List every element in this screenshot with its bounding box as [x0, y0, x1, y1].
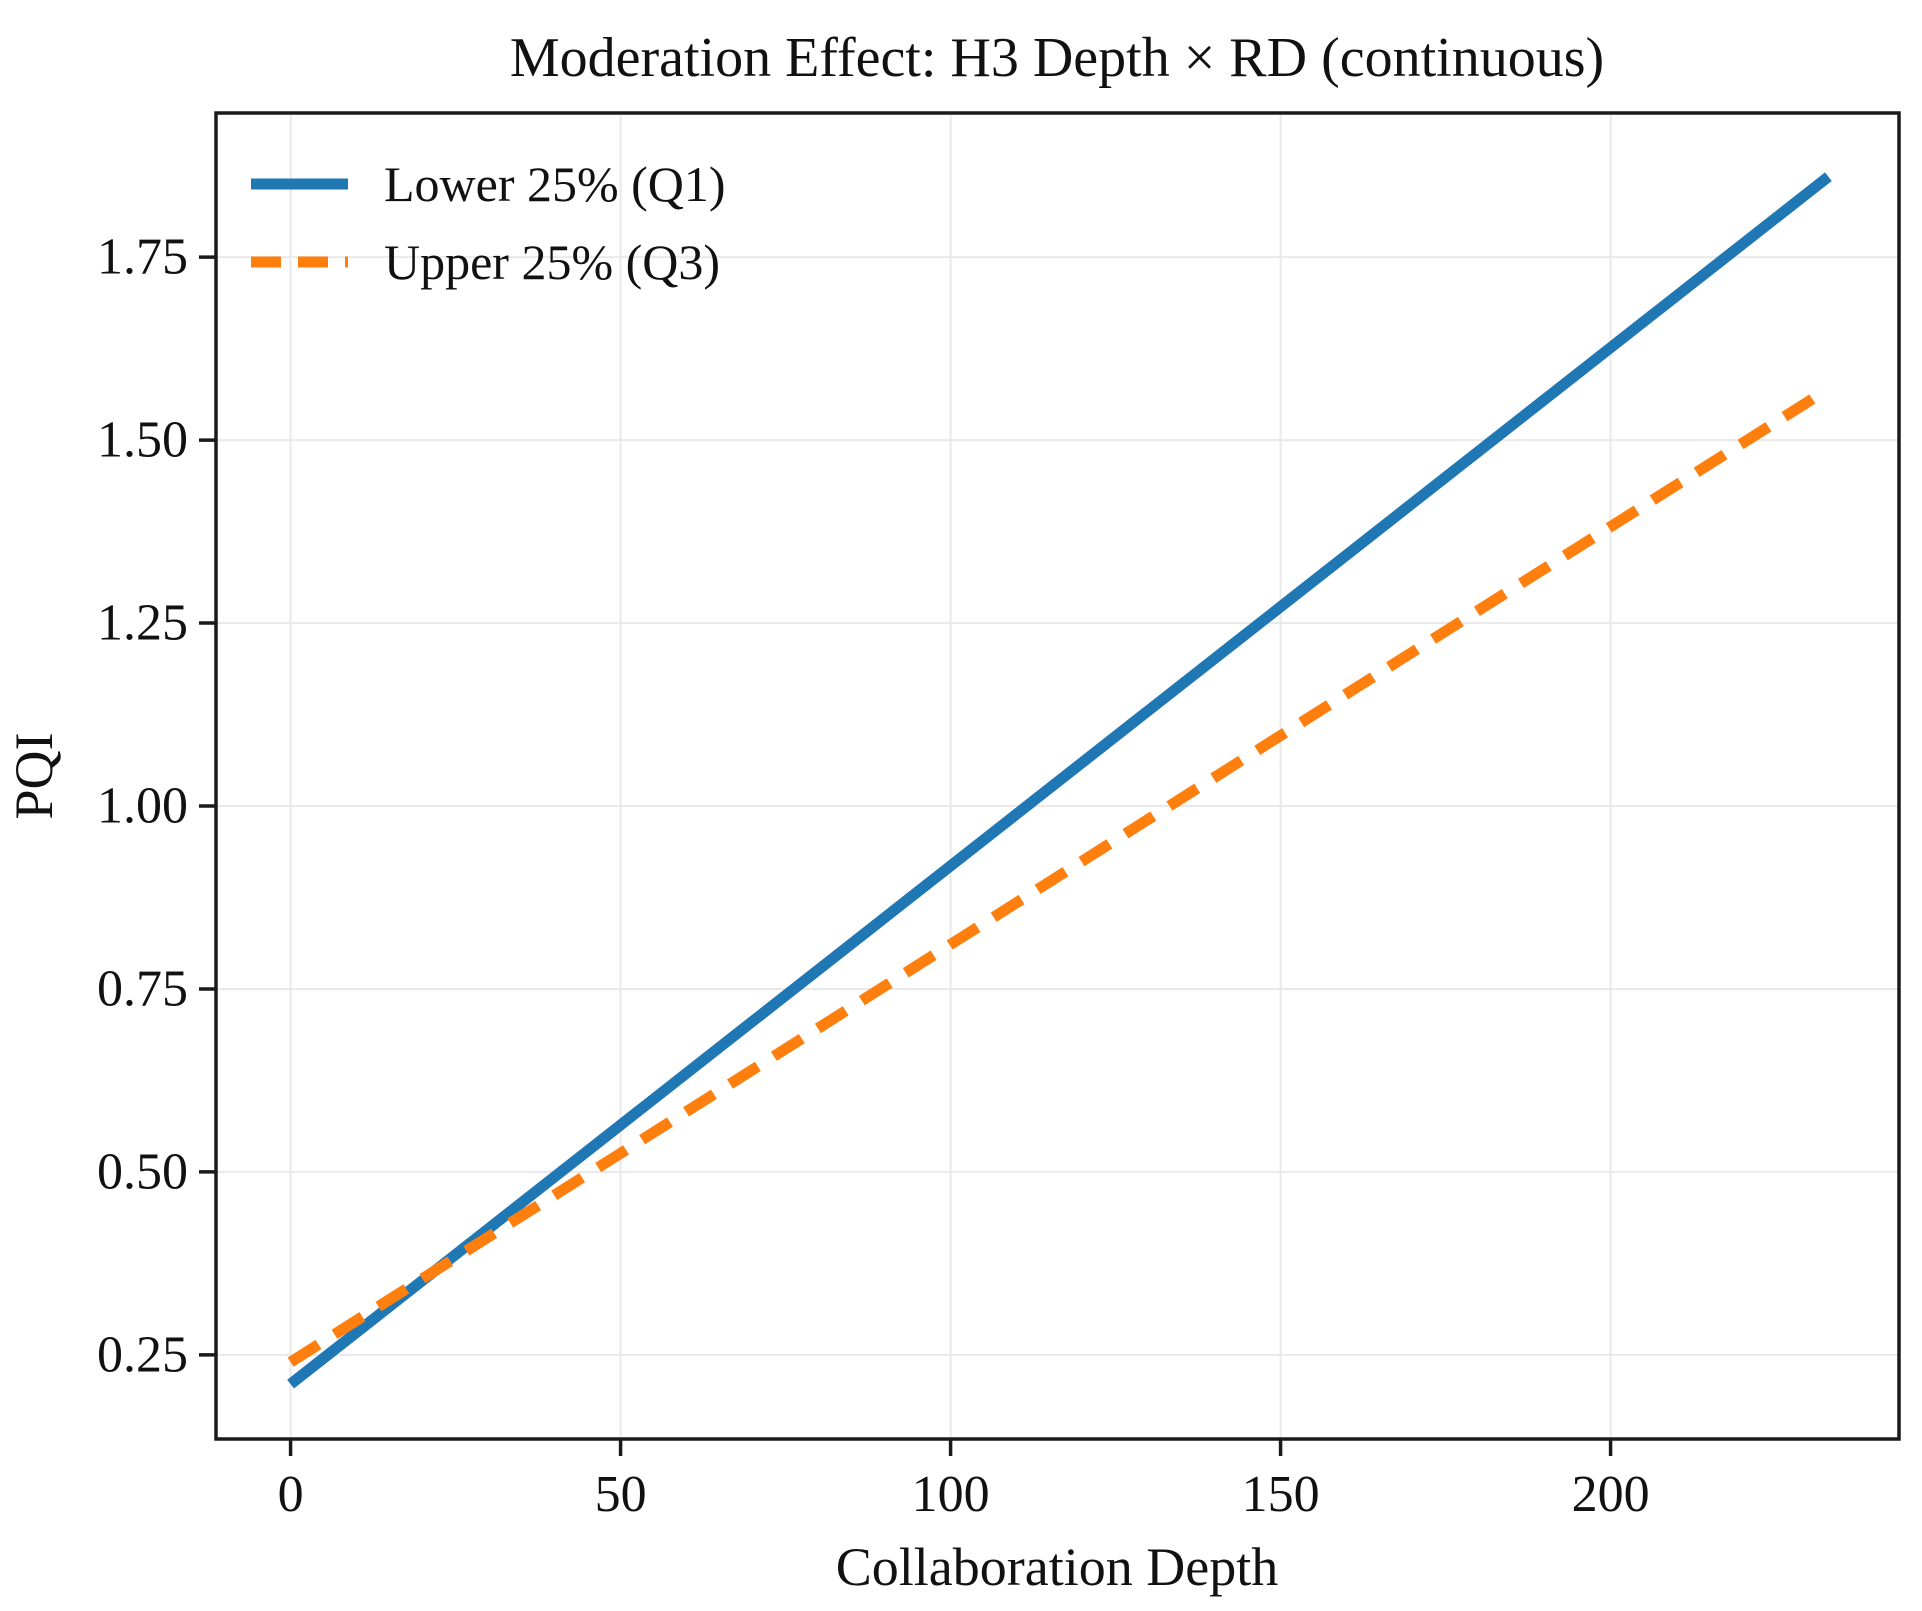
y-tick-label: 0.50 [97, 1143, 188, 1200]
series-line-0 [287, 172, 1832, 1389]
axis-ticks [199, 255, 1613, 1456]
x-axis-label: Collaboration Depth [836, 1537, 1278, 1597]
gridlines [216, 113, 1899, 1439]
x-tick-label: 0 [278, 1466, 304, 1523]
x-tick-label: 150 [1242, 1466, 1320, 1523]
legend: Lower 25% (Q1) Upper 25% (Q3) [251, 156, 726, 290]
legend-label-q3: Upper 25% (Q3) [384, 234, 720, 290]
x-tick-labels: 0 50 100 150 200 [278, 1466, 1650, 1523]
y-axis-label: PQI [4, 732, 64, 819]
x-tick-label: 100 [912, 1466, 990, 1523]
legend-label-q1: Lower 25% (Q1) [384, 156, 726, 212]
y-tick-label: 0.25 [97, 1326, 188, 1383]
y-tick-labels: 0.25 0.50 0.75 1.00 1.25 1.50 1.75 [97, 229, 188, 1384]
series-line-1 [287, 384, 1832, 1367]
y-tick-label: 1.50 [97, 412, 188, 469]
y-tick-label: 1.00 [97, 778, 188, 835]
chart-title: Moderation Effect: H3 Depth × RD (contin… [510, 27, 1604, 89]
plot-border [214, 111, 1901, 1441]
x-tick-label: 50 [595, 1466, 647, 1523]
x-tick-label: 200 [1572, 1466, 1650, 1523]
y-tick-label: 0.75 [97, 960, 188, 1017]
y-tick-label: 1.75 [97, 229, 188, 286]
series-lines [287, 172, 1832, 1389]
y-tick-label: 1.25 [97, 595, 188, 652]
